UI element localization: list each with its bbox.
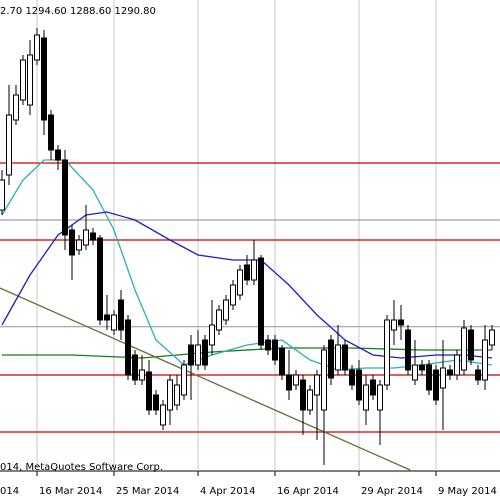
candle-body <box>244 264 250 281</box>
candle-body <box>181 364 187 396</box>
candle-body <box>20 59 26 101</box>
candle-body <box>6 114 12 176</box>
candle-body <box>447 369 453 376</box>
candle-body <box>272 339 278 361</box>
candle-body <box>293 374 299 386</box>
candle-body <box>195 344 201 366</box>
x-tick-label: 16 Apr 2014 <box>277 486 339 497</box>
candle-body <box>370 379 376 396</box>
candle-body <box>342 344 348 371</box>
candle-body <box>251 259 257 281</box>
candle-body <box>62 159 68 236</box>
candle-body <box>118 299 124 331</box>
indicator-line <box>0 287 411 471</box>
candle-body <box>384 319 390 386</box>
candle-body <box>412 364 418 381</box>
candle-body <box>349 369 355 386</box>
candle-body <box>279 347 285 376</box>
candle-body <box>97 237 103 321</box>
candle-body <box>27 54 33 106</box>
candle-body <box>363 384 369 411</box>
x-tick-label: 16 Mar 2014 <box>39 486 102 497</box>
candle-body <box>440 367 446 389</box>
candle-body <box>160 404 166 426</box>
candle-body <box>314 374 320 396</box>
candle-body <box>328 339 334 379</box>
candle-body <box>461 327 467 371</box>
candle-body <box>13 94 19 121</box>
x-tick-label: 29 Apr 2014 <box>361 486 423 497</box>
candle-body <box>41 37 47 121</box>
candle-body <box>132 354 138 381</box>
candle-body <box>391 319 397 331</box>
candle-body <box>188 344 194 366</box>
candle-body <box>76 239 82 251</box>
candle-body <box>377 384 383 411</box>
candle-body <box>356 369 362 401</box>
candle-body <box>286 374 292 391</box>
candle-body <box>265 339 271 351</box>
candle-body <box>489 329 495 346</box>
candle-body <box>223 299 229 321</box>
candle-body <box>468 329 474 361</box>
candle-body <box>454 354 460 376</box>
candle-body <box>174 384 180 406</box>
candle-body <box>55 149 61 161</box>
candle-body <box>321 349 327 411</box>
candle-body <box>426 364 432 391</box>
candle-body <box>83 229 89 246</box>
candle-body <box>398 319 404 326</box>
candle-body <box>146 371 152 411</box>
candle-body <box>0 179 5 211</box>
candle-body <box>237 269 243 296</box>
candle-body <box>475 369 481 381</box>
x-tick-label: 4 Apr 2014 <box>200 486 255 497</box>
candle-body <box>300 379 306 411</box>
candle-body <box>167 379 173 411</box>
candle-body <box>139 369 145 381</box>
x-tick-label: 9 May 2014 <box>438 486 497 497</box>
candle-body <box>34 34 40 61</box>
candle-body <box>90 232 96 241</box>
candle-body <box>419 364 425 371</box>
candle-body <box>482 339 488 381</box>
candle-body <box>104 314 110 321</box>
x-tick-label: 25 Mar 2014 <box>116 486 179 497</box>
candle-body <box>307 389 313 411</box>
x-tick-label: 014 <box>0 486 19 497</box>
candle-body <box>202 339 208 366</box>
candle-body <box>335 344 341 371</box>
candle-body <box>230 284 236 306</box>
candle-body <box>258 257 264 346</box>
candle-body <box>216 309 222 331</box>
header: 2.70 1294.60 1288.60 1290.80 <box>0 6 156 17</box>
candle-body <box>405 329 411 371</box>
candle-body <box>433 369 439 401</box>
candle-body <box>153 394 159 411</box>
candle-body <box>48 114 54 151</box>
candle-body <box>209 324 215 346</box>
candle-body <box>125 319 131 376</box>
copyright: 014, MetaQuotes Software Corp. <box>0 462 163 473</box>
candle-body <box>111 314 117 331</box>
candle-body <box>69 229 75 256</box>
